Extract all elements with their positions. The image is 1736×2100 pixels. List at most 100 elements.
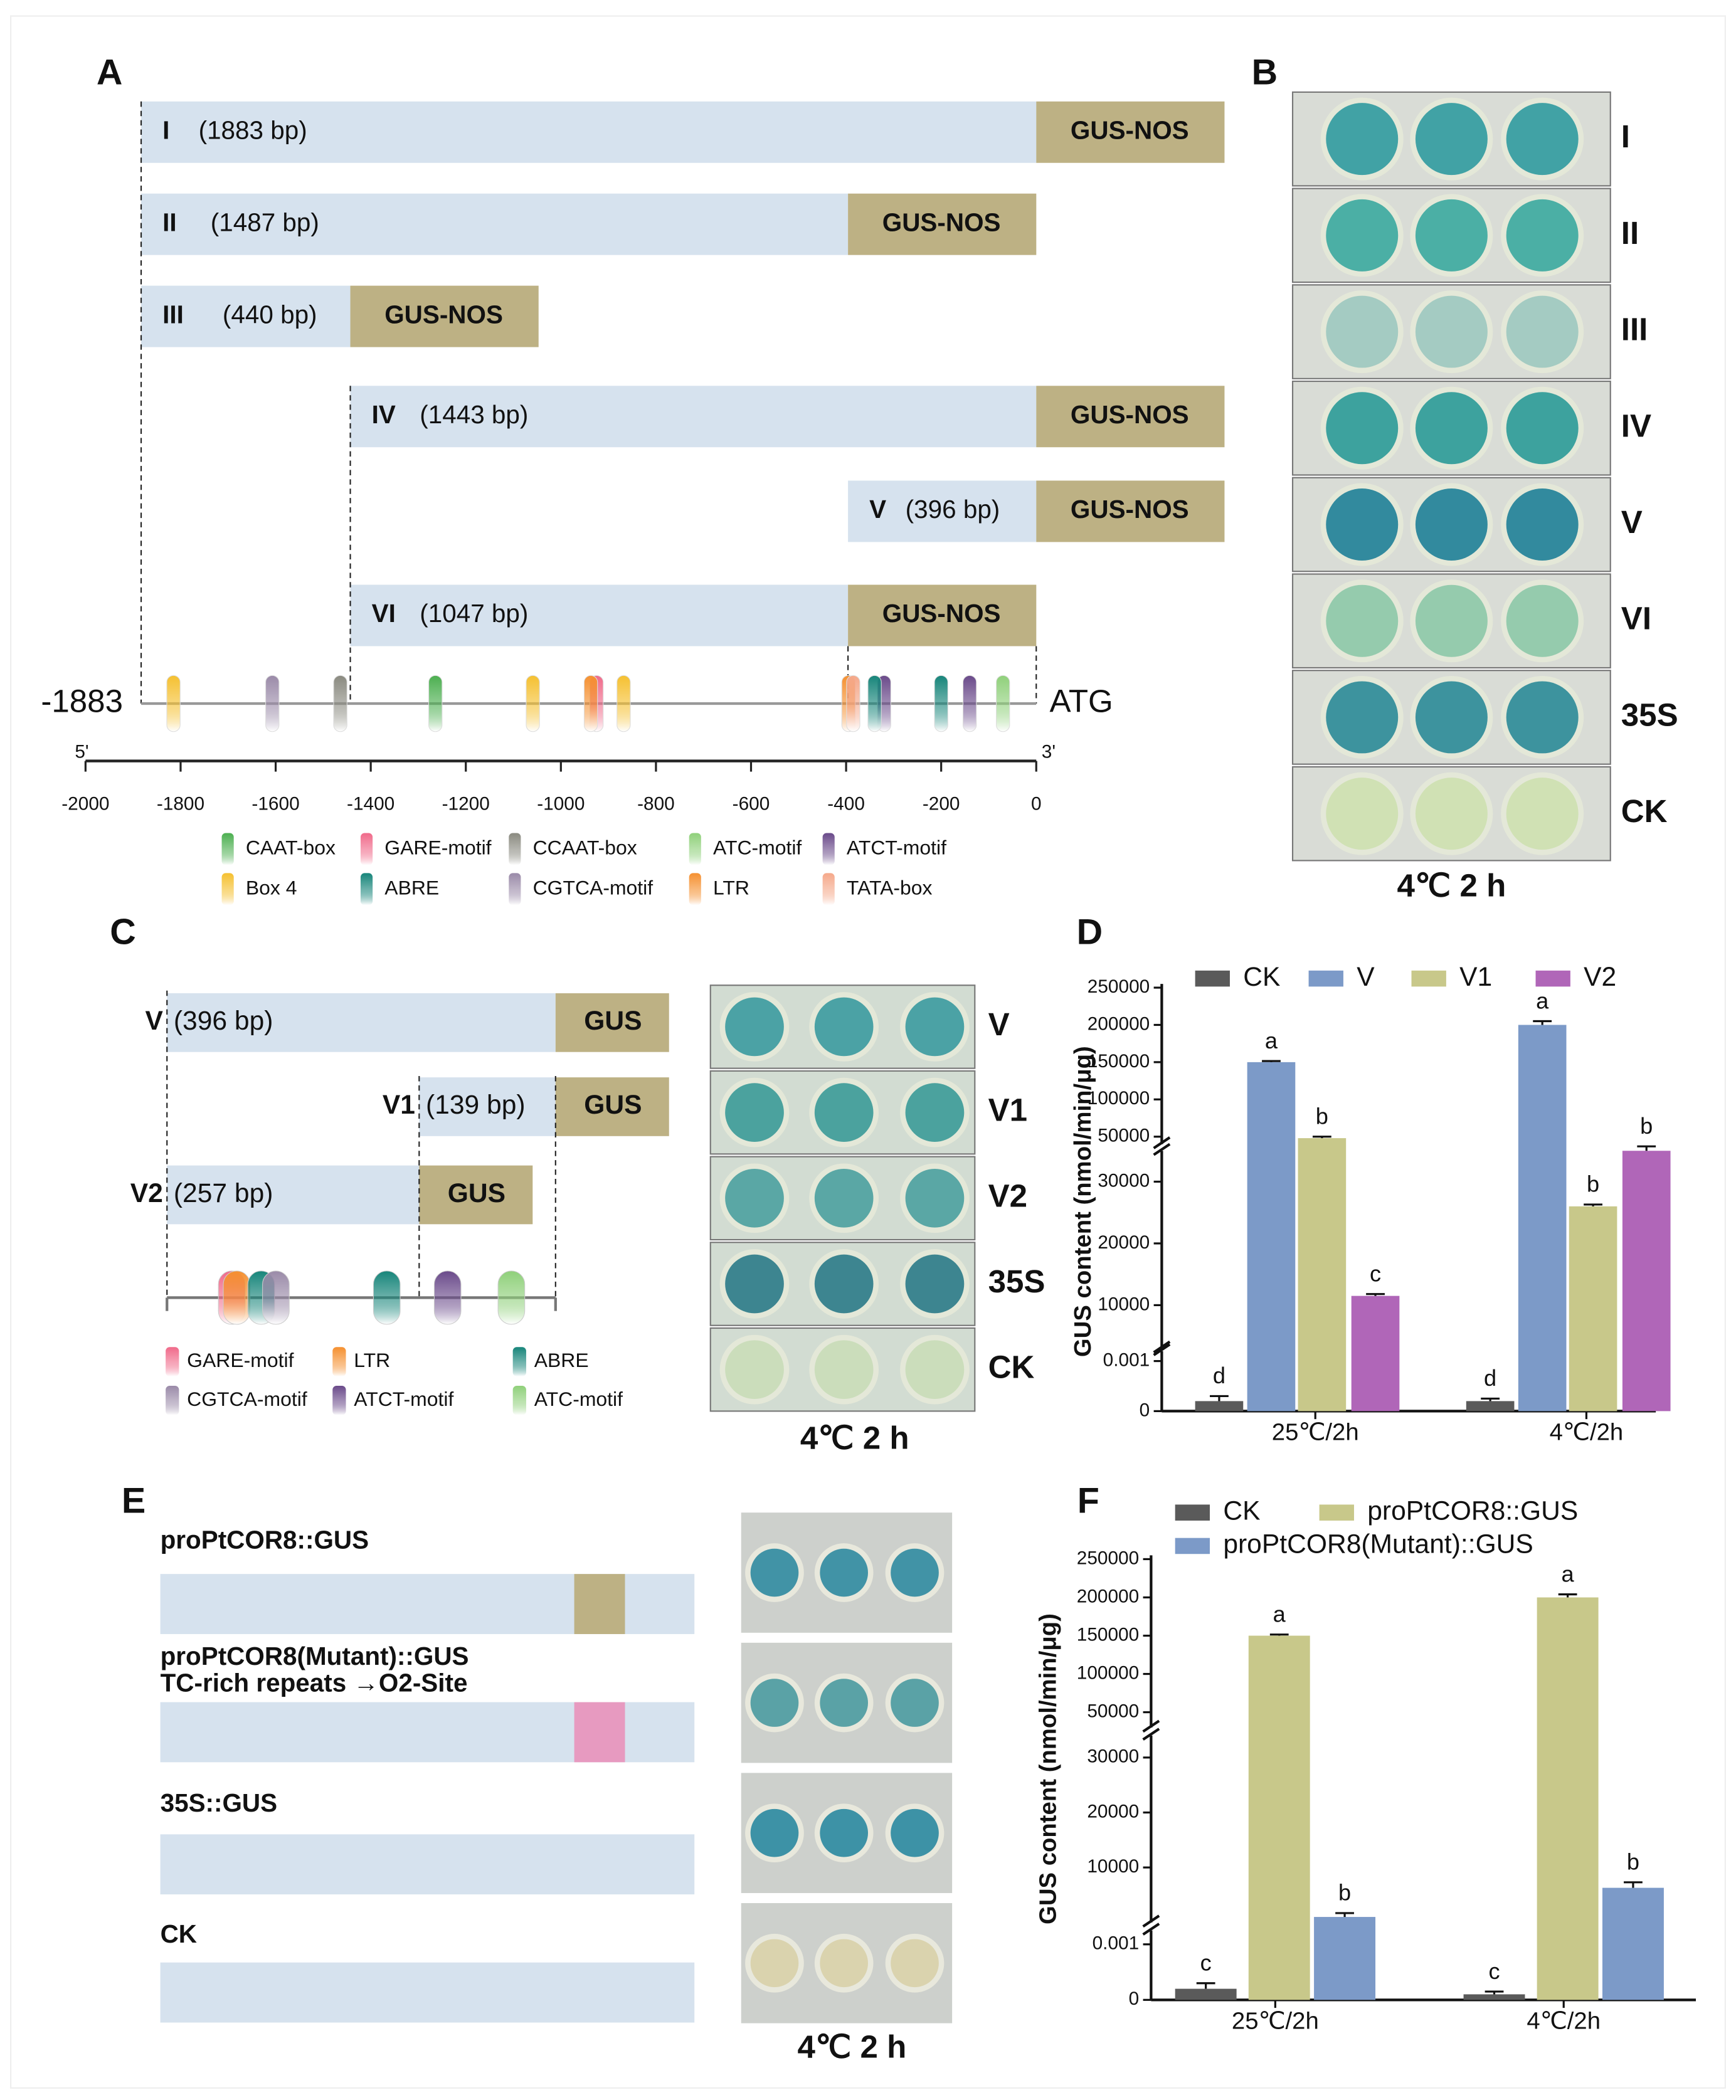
promoter-bar	[848, 480, 1037, 542]
y-tick-label: 20000	[1087, 1801, 1139, 1822]
element-box	[574, 1574, 625, 1634]
construct-length: (1487 bp)	[211, 208, 319, 236]
y-axis-label: GUS content (nmol/min/μg)	[1035, 1613, 1062, 1924]
y-tick-label: 0.001	[1093, 1933, 1140, 1954]
motif-mark	[996, 675, 1010, 732]
row-title: CK	[161, 1919, 197, 1948]
stain	[1326, 778, 1399, 850]
bar	[1175, 1988, 1237, 2000]
motif-mark	[526, 675, 540, 732]
motif-mark	[262, 1270, 290, 1325]
legend-swatch	[360, 833, 373, 865]
y-axis-label: GUS content (nmol/min/μg)	[1069, 1046, 1096, 1357]
legend-label: proPtCOR8(Mutant)::GUS	[1223, 1529, 1533, 1559]
legend-swatch	[1195, 970, 1230, 987]
x-tick-label: -1800	[157, 794, 204, 815]
y-tick-label: 150000	[1077, 1624, 1139, 1645]
x-tick-label: -400	[827, 794, 865, 815]
panel-label: F	[1077, 1481, 1099, 1521]
row-label: VI	[1621, 601, 1651, 636]
construct-length: (139 bp)	[426, 1090, 526, 1120]
legend-label: CK	[1223, 1496, 1260, 1526]
stain	[1415, 584, 1488, 657]
motif-mark	[617, 675, 631, 732]
row-label: II	[1621, 215, 1639, 251]
significance-letter: a	[1265, 1028, 1278, 1053]
y-tick-label: 200000	[1077, 1586, 1139, 1607]
reporter-label: GUS-NOS	[384, 300, 503, 329]
significance-letter: b	[1627, 1849, 1639, 1875]
stain	[1326, 392, 1399, 465]
axis-break	[1153, 1136, 1171, 1149]
reporter-box	[1036, 101, 1225, 163]
bar	[1247, 1062, 1296, 1411]
x-tick-label: -1000	[537, 794, 585, 815]
reporter-box	[1036, 480, 1225, 542]
legend-swatch	[1319, 1504, 1354, 1521]
stain	[820, 1939, 868, 1988]
reporter-label: GUS-NOS	[1071, 400, 1189, 429]
construct-length: (396 bp)	[174, 1006, 273, 1036]
legend-label: proPtCOR8::GUS	[1367, 1496, 1578, 1526]
stain	[1415, 778, 1488, 850]
significance-letter: a	[1273, 1601, 1286, 1627]
panel-label: E	[122, 1481, 146, 1521]
row-title: proPtCOR8::GUS	[161, 1526, 369, 1554]
legend-swatch	[221, 833, 234, 865]
stain	[1415, 488, 1488, 561]
legend-label: LTR	[354, 1349, 390, 1371]
y-tick-label: 250000	[1088, 976, 1150, 997]
stain	[814, 997, 874, 1057]
five-prime: 5'	[75, 742, 88, 762]
stain	[1506, 103, 1579, 176]
stain	[1506, 199, 1579, 272]
legend-label: GARE-motif	[187, 1349, 294, 1371]
y-tick-label: 30000	[1087, 1746, 1139, 1767]
stain	[1326, 103, 1399, 176]
y-tick-label: 30000	[1098, 1170, 1150, 1191]
construct-name: III	[162, 300, 184, 329]
legend-swatch	[332, 1347, 346, 1377]
bar	[1298, 1138, 1347, 1411]
stain	[725, 1254, 784, 1314]
x-tick-label: 4℃/2h	[1550, 1419, 1624, 1446]
stain	[725, 1168, 784, 1228]
legend-label: CK	[1243, 962, 1280, 992]
legend-swatch	[512, 1385, 526, 1415]
significance-letter: b	[1587, 1171, 1599, 1197]
y-tick-label: 100000	[1077, 1662, 1139, 1683]
significance-letter: a	[1562, 1561, 1575, 1586]
legend-label: V	[1357, 962, 1375, 992]
construct-name: I	[162, 115, 169, 144]
axis-break	[1142, 1728, 1160, 1741]
x-tick-label: -2000	[61, 794, 109, 815]
x-tick-label: -200	[923, 794, 960, 815]
panel-label: A	[97, 52, 123, 92]
construct-length: (440 bp)	[223, 300, 317, 329]
y-tick-label: 150000	[1088, 1051, 1150, 1072]
construct-bar	[160, 1962, 695, 2023]
stain	[891, 1548, 939, 1597]
construct-length: (1443 bp)	[420, 400, 528, 429]
promoter-bar	[419, 1077, 556, 1136]
reporter-box	[555, 993, 669, 1052]
y-tick-label: 0	[1140, 1400, 1150, 1420]
stain	[750, 1679, 799, 1727]
legend-label: ATC-motif	[713, 836, 802, 859]
y-tick-label: 0.001	[1103, 1349, 1150, 1370]
significance-letter: b	[1640, 1113, 1653, 1139]
legend-label: CGTCA-motif	[533, 876, 654, 899]
stain	[1506, 681, 1579, 754]
reporter-label: GUS-NOS	[882, 599, 1001, 628]
stain	[1415, 295, 1488, 368]
construct-length: (1047 bp)	[420, 599, 528, 628]
x-tick-label: -1200	[442, 794, 490, 815]
legend-label: ATC-motif	[534, 1388, 623, 1410]
x-tick-label: -800	[637, 794, 675, 815]
stain	[820, 1679, 868, 1727]
legend-label: ATCT-motif	[354, 1388, 453, 1410]
reporter-box	[419, 1165, 533, 1225]
axis-break	[1153, 1343, 1171, 1356]
row-label: V	[1621, 504, 1643, 540]
bar	[1569, 1206, 1617, 1411]
